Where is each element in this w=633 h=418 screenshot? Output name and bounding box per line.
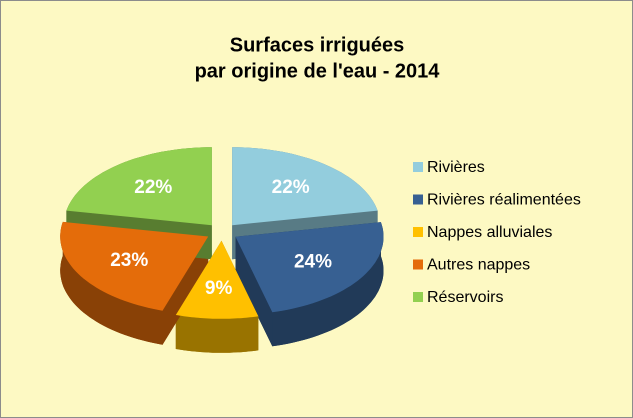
legend-swatch [413,292,423,302]
chart-title: par origine de l'eau - 2014 [195,60,441,82]
slice-side [60,221,163,345]
legend-swatch [413,162,423,172]
legend-label: Nappes alluviales [427,224,552,241]
data-label: 24% [294,252,332,273]
data-label: 23% [110,250,148,271]
legend-label: Rivières [427,159,485,176]
slice [235,222,384,313]
legend-swatch [413,259,423,270]
slice [175,240,259,319]
legend-label: Réservoirs [427,289,503,306]
legend-swatch [413,194,423,205]
slice-side [235,236,273,347]
slice [60,221,209,311]
slice [232,147,378,226]
chart-title: Surfaces irriguées [230,34,405,56]
slice [66,147,212,226]
data-label: 22% [272,177,310,198]
legend-label: Rivières réalimentées [427,192,581,209]
data-label: 22% [134,177,172,198]
slice-side [272,222,384,347]
legend-swatch [413,227,423,237]
legend-label: Autres nappes [427,257,530,274]
slice-side [175,315,259,353]
data-label: 9% [205,278,233,299]
